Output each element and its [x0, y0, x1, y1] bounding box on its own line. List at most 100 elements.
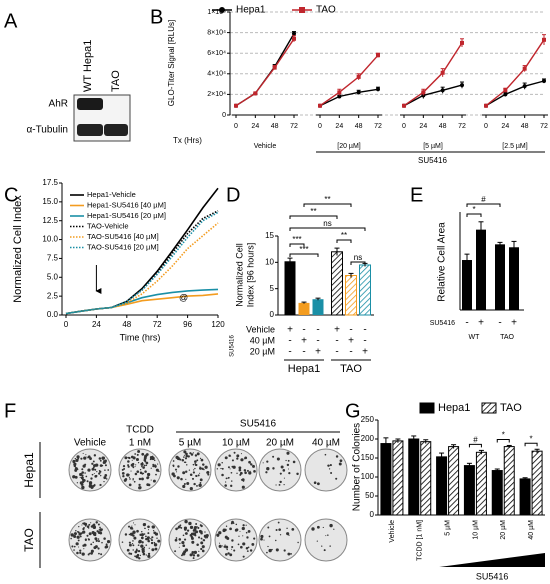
colony — [175, 527, 178, 531]
colony — [137, 544, 140, 547]
colony — [277, 521, 280, 524]
colony — [240, 458, 244, 462]
marker — [318, 103, 322, 108]
colony — [79, 551, 82, 554]
colony — [100, 553, 103, 556]
colony — [121, 472, 125, 475]
colony — [74, 462, 77, 465]
colony — [236, 472, 238, 474]
sig-label: *** — [299, 245, 308, 254]
marker — [421, 90, 426, 95]
sig-label: ** — [324, 195, 330, 204]
sign: - — [302, 325, 305, 336]
panel-letter: B — [150, 6, 163, 28]
bar — [491, 470, 503, 516]
legend-swatch — [419, 402, 435, 414]
colony — [227, 466, 230, 469]
colony — [130, 470, 132, 472]
group-label: Hepa1 — [288, 363, 320, 375]
y-axis-label: Relative Cell Area — [437, 222, 448, 302]
dish — [214, 448, 258, 492]
colony — [283, 549, 286, 552]
x-tick-label: Vehicle — [389, 520, 396, 543]
colony — [107, 469, 110, 471]
colony — [76, 531, 78, 533]
marker — [440, 88, 445, 93]
colony — [128, 543, 132, 547]
column-label: Vehicle — [74, 438, 107, 449]
colony — [88, 552, 91, 555]
colony — [153, 531, 157, 535]
colony — [97, 538, 100, 540]
bar — [359, 264, 371, 316]
colony — [145, 554, 147, 556]
colony — [137, 549, 141, 553]
y-tick-label: 12.5 — [42, 216, 58, 225]
colony — [129, 478, 131, 480]
colony — [181, 459, 185, 462]
colony — [134, 453, 137, 455]
x-tick-label: 48 — [271, 123, 279, 130]
colony — [185, 452, 188, 456]
colony — [287, 552, 291, 556]
colony — [134, 555, 136, 558]
colony — [243, 469, 247, 472]
series-line — [485, 80, 545, 107]
colony — [324, 453, 327, 456]
colony — [135, 555, 139, 559]
error-bar — [511, 240, 517, 254]
colony — [229, 527, 232, 531]
colony — [228, 454, 231, 457]
colony — [330, 471, 333, 474]
colony — [81, 478, 85, 481]
colony — [225, 481, 227, 483]
x-tick-label: 72 — [374, 123, 382, 130]
sign: - — [363, 325, 366, 336]
sign: - — [465, 318, 468, 329]
colony — [138, 477, 142, 481]
y-tick-label: 15 — [265, 231, 274, 240]
colony — [73, 549, 75, 551]
colony — [131, 528, 134, 530]
colony — [79, 549, 82, 552]
row-label: TAO — [22, 528, 36, 552]
colony — [145, 464, 148, 467]
colony — [90, 477, 93, 480]
sig-bracket — [350, 261, 366, 265]
colony — [143, 533, 146, 535]
x-tick-label: 72 — [153, 320, 162, 329]
colony — [145, 544, 148, 546]
colony — [128, 552, 131, 555]
colony — [97, 547, 100, 550]
colony — [221, 473, 224, 477]
column-label: 1 nM — [129, 438, 151, 449]
colony — [201, 549, 205, 553]
colony — [242, 535, 244, 537]
colony — [147, 552, 151, 556]
bar — [509, 247, 519, 310]
colony — [221, 467, 224, 470]
colony — [123, 478, 127, 482]
colony — [231, 520, 234, 524]
colony — [184, 457, 188, 460]
colony — [86, 480, 89, 483]
colony — [225, 545, 228, 549]
colony — [283, 477, 285, 479]
x-tick-label: TCDD [1 nM] — [417, 520, 424, 561]
colony — [241, 478, 245, 482]
colony — [75, 529, 77, 532]
colony — [90, 549, 94, 553]
colony — [181, 540, 185, 545]
colony — [83, 456, 87, 460]
colony — [74, 457, 77, 460]
colony — [81, 474, 84, 477]
colony — [126, 473, 130, 477]
colony — [321, 545, 323, 547]
colony — [242, 524, 245, 527]
group-title: SU5416 — [476, 571, 509, 581]
colony — [104, 469, 106, 471]
colony — [97, 531, 101, 534]
colony — [196, 543, 199, 547]
colony — [76, 537, 78, 539]
colony — [86, 525, 90, 528]
